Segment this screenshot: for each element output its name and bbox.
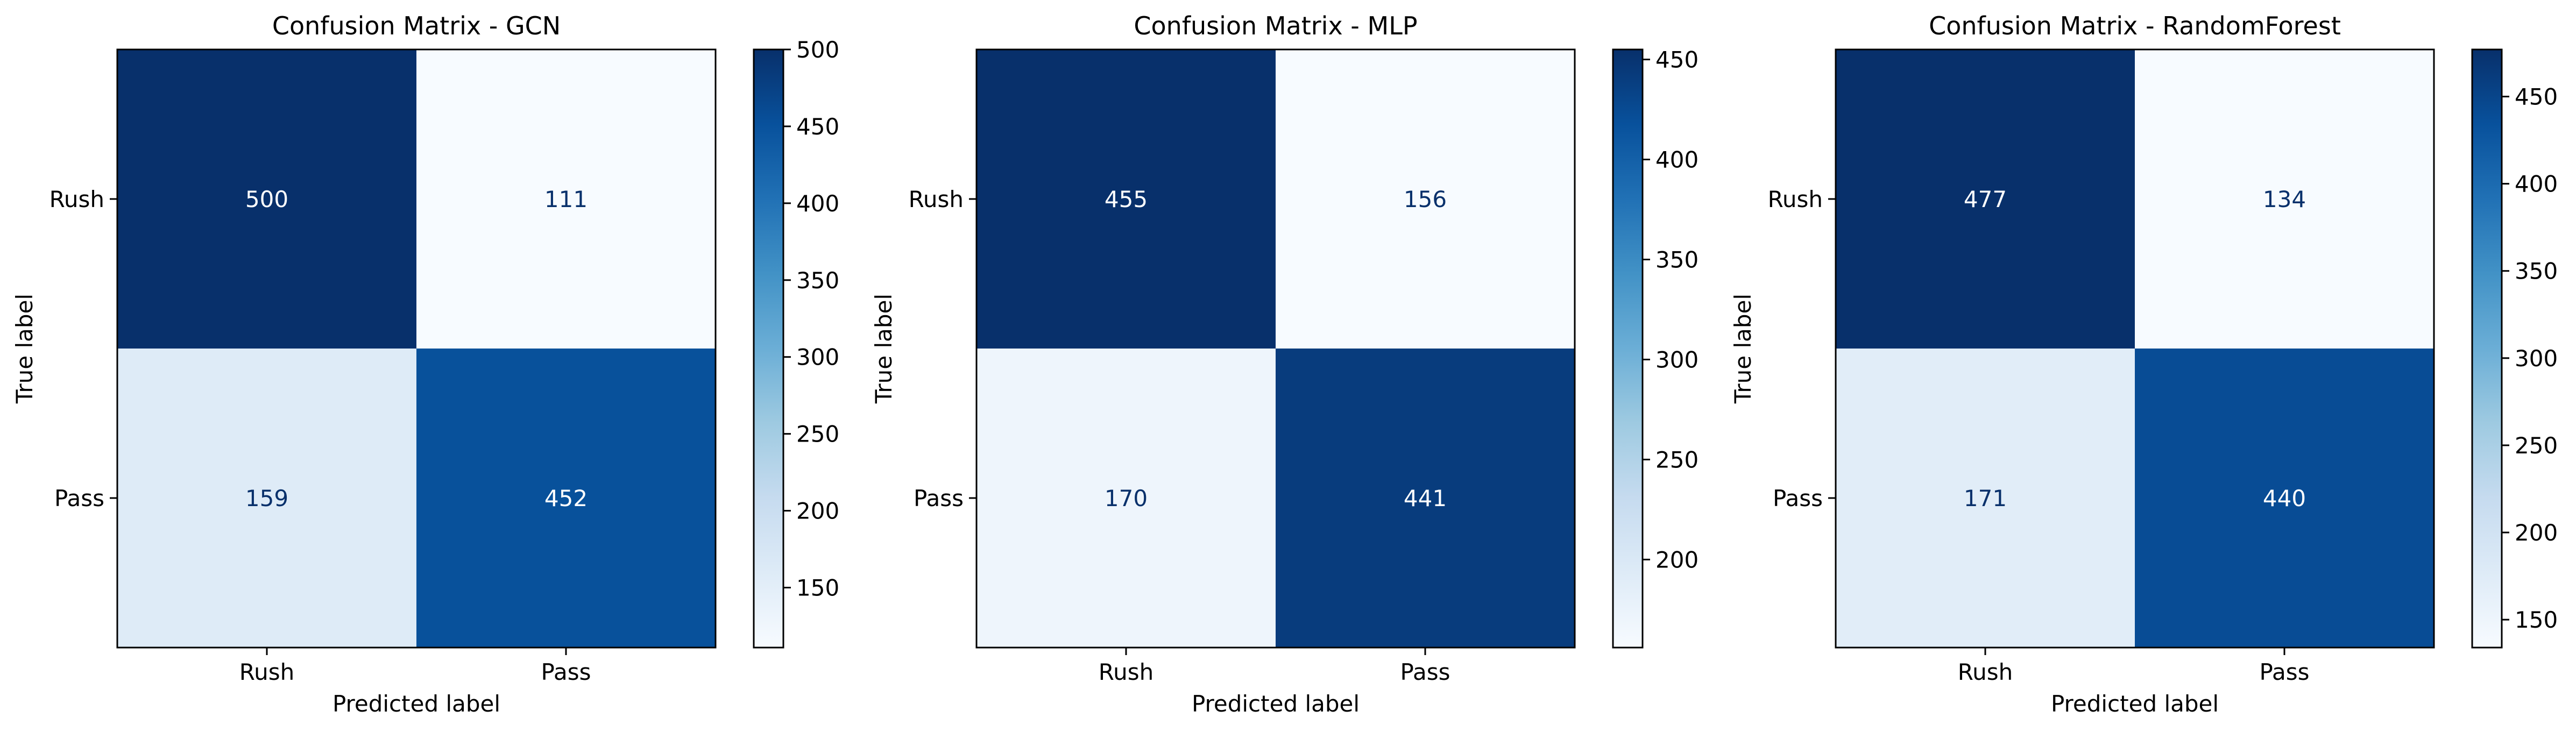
colorbar-tick-label: 200: [796, 498, 839, 524]
y-axis-label: True label: [1730, 294, 1756, 404]
plot-frame: [975, 48, 1576, 649]
colorbar-tick-label: 150: [796, 575, 839, 601]
y-tick-label: Rush: [1768, 186, 1823, 212]
colorbar-tick-label: 450: [1655, 47, 1699, 73]
cell-value-label: 156: [1404, 186, 1447, 212]
colorbar: [753, 48, 784, 649]
colorbar-tick-label: 300: [2515, 345, 2558, 372]
y-tick-label: Pass: [1773, 485, 1823, 511]
colorbar-tick-label: 250: [1655, 446, 1699, 473]
colorbar-tick-label: 450: [796, 113, 839, 140]
heatmap-cell: [1836, 349, 2135, 648]
y-tick-label: Pass: [914, 485, 964, 511]
cell-value-label: 159: [245, 485, 288, 511]
chart-title: Confusion Matrix - GCN: [272, 11, 561, 40]
x-tick-label: Rush: [1958, 659, 2013, 685]
heatmap-cell: [1276, 349, 1575, 648]
cell-value-label: 455: [1105, 186, 1148, 212]
cell-value-label: 441: [1404, 485, 1447, 511]
colorbar-tick-label: 350: [1655, 247, 1699, 273]
colorbar-tick-label: 350: [796, 267, 839, 294]
colorbar-tick-label: 200: [2515, 520, 2558, 546]
heatmap-cell: [1836, 49, 2135, 349]
plot-frame: [1835, 48, 2435, 649]
x-tick-label: Pass: [2260, 659, 2310, 685]
y-tick-label: Rush: [909, 186, 964, 212]
colorbar: [1612, 48, 1644, 649]
y-tick-label: Pass: [54, 485, 104, 511]
cell-value-label: 500: [245, 186, 288, 212]
cell-value-label: 477: [1964, 186, 2007, 212]
confusion-matrix-panel: Confusion Matrix - RandomForest 477 134 171…: [1730, 11, 2558, 717]
y-axis-label: True label: [871, 294, 897, 404]
colorbar-tick-label: 250: [2515, 432, 2558, 459]
cell-value-label: 111: [544, 186, 588, 212]
heatmap-cell: [2135, 349, 2434, 648]
colorbar: [2471, 48, 2503, 649]
cell-value-label: 171: [1964, 485, 2007, 511]
heatmap-cell: [416, 49, 716, 349]
chart-title: Confusion Matrix - RandomForest: [1929, 11, 2341, 40]
colorbar-tick-label: 300: [796, 344, 839, 371]
cell-value-label: 452: [544, 485, 588, 511]
x-tick-label: Pass: [541, 659, 591, 685]
heatmap-cell: [117, 349, 416, 648]
chart-title: Confusion Matrix - MLP: [1134, 11, 1417, 40]
plot-frame: [116, 48, 717, 649]
colorbar-tick-label: 400: [1655, 147, 1699, 173]
confusion-matrix-panel: Confusion Matrix - MLP 455 156 170 441 Rush Pa…: [871, 11, 1699, 717]
heatmap-cell: [976, 349, 1276, 648]
x-tick-label: Rush: [239, 659, 294, 685]
heatmap-cell: [976, 49, 1276, 349]
colorbar-tick-label: 350: [2515, 258, 2558, 285]
cell-value-label: 134: [2263, 186, 2306, 212]
cell-value-label: 170: [1105, 485, 1148, 511]
x-tick-label: Rush: [1099, 659, 1153, 685]
x-axis-label: Predicted label: [1192, 691, 1360, 717]
x-axis-label: Predicted label: [2051, 691, 2219, 717]
confusion-matrix-panel: Confusion Matrix - GCN 500 111 159 452 Rush Pa…: [11, 11, 839, 717]
heatmap-cell: [2135, 49, 2434, 349]
colorbar-tick-label: 200: [1655, 546, 1699, 573]
colorbar-tick-label: 250: [796, 421, 839, 447]
colorbar-tick-label: 400: [796, 190, 839, 217]
heatmap-cell: [416, 349, 716, 648]
heatmap-cell: [117, 49, 416, 349]
heatmap-cell: [1276, 49, 1575, 349]
colorbar-tick-label: 300: [1655, 346, 1699, 373]
colorbar-tick-label: 150: [2515, 607, 2558, 633]
x-axis-label: Predicted label: [332, 691, 500, 717]
colorbar-tick-label: 500: [796, 37, 839, 63]
cell-value-label: 440: [2263, 485, 2306, 511]
y-tick-label: Rush: [49, 186, 104, 212]
x-tick-label: Pass: [1400, 659, 1450, 685]
y-axis-label: True label: [11, 294, 38, 404]
colorbar-tick-label: 400: [2515, 171, 2558, 197]
colorbar-tick-label: 450: [2515, 84, 2558, 110]
